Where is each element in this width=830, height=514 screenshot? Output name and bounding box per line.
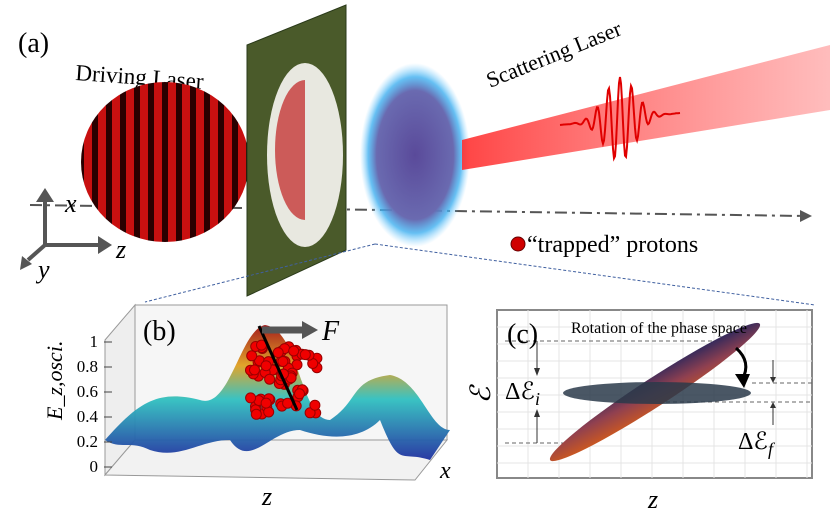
y-tick-label: 0.4 [77, 407, 99, 426]
panel-b-ylabel: E_z,osci. [42, 341, 67, 421]
proton [249, 364, 260, 376]
rotated-phase-ellipse [563, 382, 751, 404]
panel-a-label: (a) [18, 28, 49, 59]
proton [246, 350, 258, 362]
scattering-laser-wave [559, 76, 681, 162]
driving-laser-pulse [81, 82, 249, 242]
laser-inside-hole [275, 80, 305, 220]
proton [245, 392, 257, 404]
axis-x-label: x [64, 189, 77, 218]
panel-c: (c) Rotation of the phase space Δℰi Δℰf … [466, 309, 813, 514]
coordinate-axes: x z y [20, 188, 126, 284]
panel-c-title: Rotation of the phase space [571, 320, 747, 337]
scattering-laser-beam [462, 45, 830, 170]
proton [272, 347, 284, 359]
scattering-laser-label: Scattering Laser [483, 15, 626, 92]
delta-e-final: Δℰf [738, 429, 776, 459]
axis-z-label: z [115, 235, 126, 264]
panel-c-xlabel: z [647, 485, 658, 514]
force-label: F [321, 316, 340, 347]
panel-b-xlabel: z [261, 482, 272, 511]
axis-y-label: y [35, 255, 50, 284]
proton [250, 408, 262, 420]
proton [260, 397, 272, 409]
field-surface [105, 325, 450, 460]
panel-c-ylabel: ℰ [466, 383, 497, 403]
proton [264, 373, 276, 385]
panel-b-depth-label: x [439, 458, 451, 484]
panel-b-label: (b) [143, 316, 176, 347]
y-tick-label: 0.8 [77, 357, 98, 376]
wavefront-line [257, 325, 299, 411]
y-tick-label: 0.6 [77, 382, 98, 401]
proton [294, 388, 305, 400]
rotation-arrowhead-icon [735, 374, 750, 388]
trapped-protons [245, 339, 323, 420]
panel-c-label: (c) [507, 319, 538, 350]
proton [309, 399, 321, 411]
proton [288, 345, 300, 357]
axis-arrowhead-icon [800, 210, 812, 222]
y-tick-label: 0.2 [77, 432, 98, 451]
y-tick-label: 1 [90, 332, 99, 351]
delta-e-initial: Δℰi [505, 379, 540, 409]
proton [277, 356, 289, 367]
proton-legend-marker [510, 236, 526, 252]
zoom-line-left [144, 243, 376, 303]
proton-cloud [360, 63, 470, 247]
proton-legend-label: “trapped” protons [527, 232, 698, 258]
proton [260, 360, 272, 372]
force-arrowhead-icon [302, 321, 318, 339]
y-tick-label: 0 [90, 457, 99, 476]
panel-b: F (b) 1 0.8 0.6 0.4 0.2 0 E_z,osci. z x [42, 303, 451, 511]
zoom-line-right [374, 243, 816, 306]
proton [299, 349, 311, 361]
